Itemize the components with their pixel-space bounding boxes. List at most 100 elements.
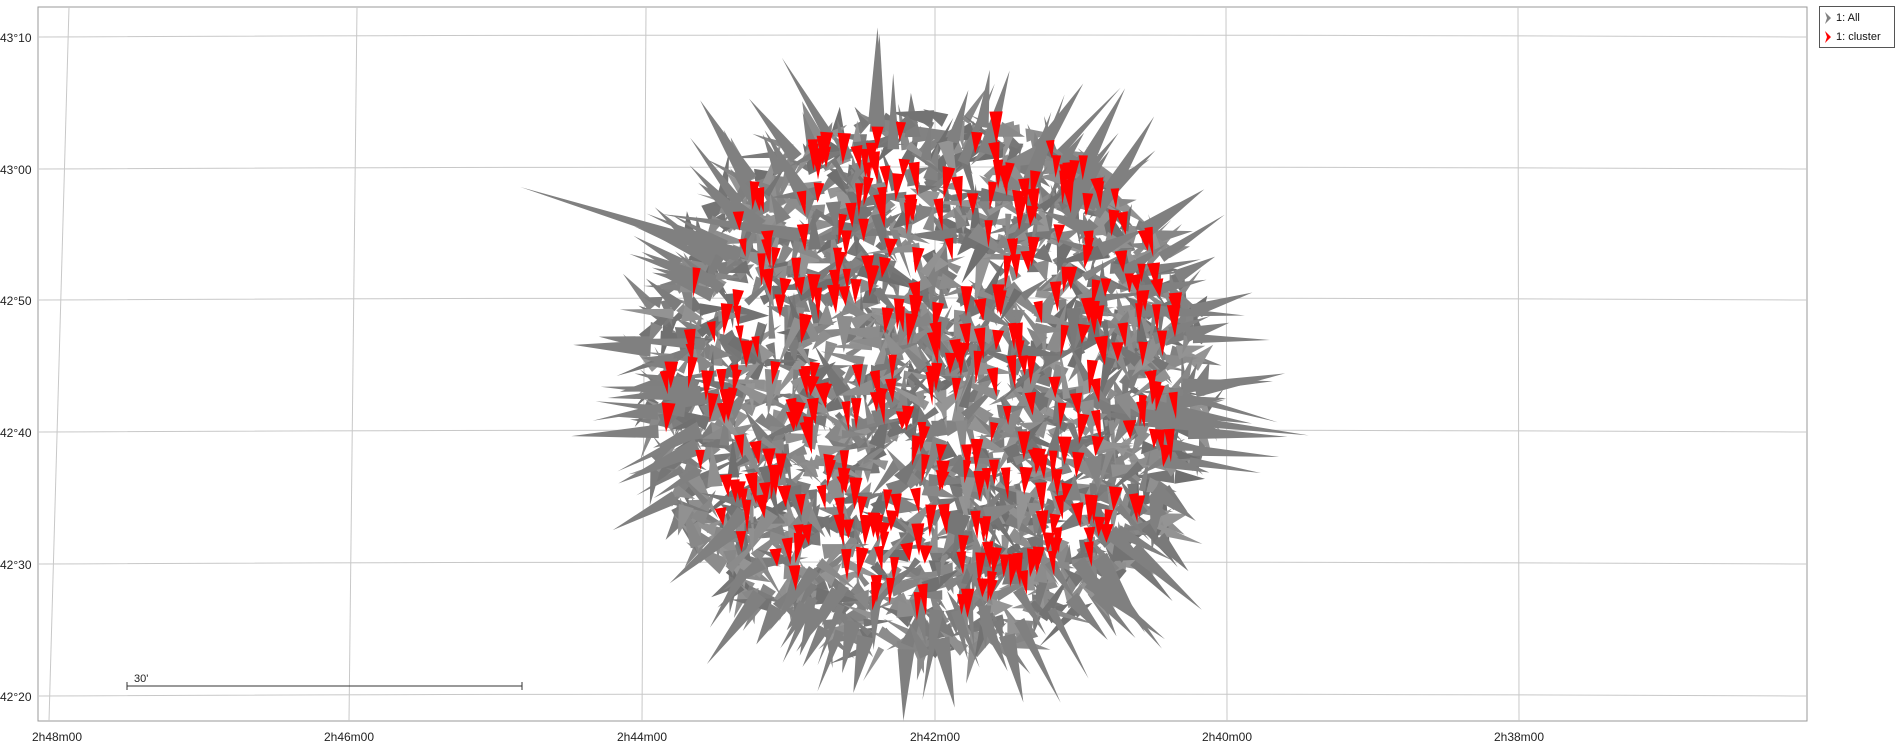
- all-source-marker: [927, 520, 938, 553]
- all-source-marker: [987, 201, 1013, 216]
- cluster-source-marker: [1136, 291, 1145, 316]
- all-source-marker: [764, 368, 780, 417]
- cluster-source-marker: [938, 503, 950, 535]
- all-source-marker: [1118, 198, 1137, 208]
- all-source-marker: [961, 85, 989, 124]
- all-source-marker: [1095, 397, 1112, 421]
- cluster-source-marker: [1019, 466, 1033, 495]
- all-source-marker: [653, 421, 704, 448]
- ra-tick-label: 2h38m00: [1494, 730, 1544, 744]
- cluster-source-marker: [1082, 244, 1094, 269]
- all-source-marker: [668, 496, 712, 514]
- all-source-marker: [1134, 303, 1245, 317]
- ra-tick-labels: 2h48m00 2h46m00 2h44m00 2h42m00 2h40m00 …: [32, 730, 1544, 744]
- all-source-marker: [957, 83, 995, 165]
- cluster-source-marker: [1017, 431, 1031, 460]
- cluster-source-marker: [661, 402, 676, 433]
- all-source-marker: [871, 212, 888, 261]
- all-source-marker: [1056, 132, 1085, 169]
- all-source-marker: [690, 490, 716, 525]
- lat-tick-label: 42°40: [0, 426, 32, 440]
- all-source-marker: [1032, 243, 1053, 263]
- all-source-marker: [853, 634, 875, 693]
- cluster-source-marker: [874, 545, 884, 571]
- all-source-marker: [1138, 189, 1205, 239]
- all-source-marker: [950, 377, 1001, 401]
- all-source-marker: [938, 273, 963, 290]
- all-source-marker: [901, 566, 922, 578]
- cluster-source-marker: [728, 387, 738, 421]
- cluster-source-marker: [1077, 413, 1090, 445]
- grid-line: [38, 34, 1807, 38]
- all-source-marker: [934, 332, 962, 373]
- cluster-source-marker: [987, 570, 997, 603]
- all-source-marker: [742, 507, 778, 558]
- all-source-marker: [790, 453, 823, 485]
- cluster-source-marker: [912, 435, 923, 466]
- grid-line: [1225, 7, 1228, 721]
- all-source-marker: [818, 302, 834, 325]
- cluster-source-marker: [767, 464, 781, 496]
- all-source-marker: [749, 98, 802, 163]
- all-source-marker: [1006, 382, 1046, 427]
- cluster-source-marker: [900, 542, 914, 562]
- all-source-marker: [777, 317, 805, 367]
- cluster-source-marker: [1060, 324, 1069, 358]
- all-source-marker: [1065, 473, 1082, 501]
- cluster-source-marker: [895, 121, 906, 141]
- all-source-marker: [791, 467, 807, 484]
- all-source-marker: [782, 595, 818, 663]
- all-source-marker: [835, 379, 875, 396]
- all-source-marker: [1130, 469, 1175, 484]
- all-source-marker: [853, 589, 869, 611]
- cluster-source-marker: [841, 549, 852, 581]
- cluster-source-marker: [954, 342, 967, 377]
- cluster-source-marker: [687, 356, 698, 389]
- cluster-source-marker: [1030, 170, 1041, 201]
- cluster-source-marker: [738, 238, 747, 257]
- all-source-marker: [808, 211, 822, 250]
- all-source-marker: [1026, 327, 1047, 348]
- all-source-marker: [781, 57, 835, 142]
- all-source-marker: [882, 328, 904, 358]
- all-source-marker: [814, 230, 845, 255]
- all-source-marker: [1026, 94, 1065, 188]
- legend-item-all: 1: All: [1824, 10, 1860, 26]
- all-source-marker: [1007, 612, 1023, 637]
- all-source-marker: [887, 73, 900, 150]
- cluster-source-marker: [908, 161, 920, 196]
- all-source-marker: [1084, 365, 1125, 411]
- cluster-source-marker: [1035, 510, 1049, 539]
- all-source-marker: [744, 270, 784, 306]
- all-source-marker: [984, 484, 1015, 527]
- cluster-source-marker: [881, 307, 894, 334]
- cluster-source-marker: [970, 510, 981, 540]
- all-source-marker: [1026, 502, 1050, 517]
- all-source-marker: [1032, 259, 1049, 283]
- all-source-marker: [965, 561, 985, 607]
- all-source-marker: [677, 503, 694, 536]
- all-source-marker: [675, 251, 725, 294]
- all-source-marker: [922, 205, 934, 232]
- all-source-marker: [714, 272, 743, 281]
- all-source-marker: [799, 388, 825, 407]
- all-source-marker: [633, 235, 683, 267]
- cluster-source-marker: [692, 267, 701, 298]
- cluster-source-marker: [1084, 541, 1094, 567]
- all-source-marker: [907, 372, 943, 404]
- all-source-marker: [1174, 469, 1205, 484]
- all-source-marker: [1014, 618, 1061, 703]
- cluster-source-marker: [1089, 495, 1098, 524]
- cluster-source-marker: [771, 246, 781, 270]
- all-source-marker: [1046, 417, 1060, 458]
- grid-line: [1517, 7, 1520, 721]
- cluster-source-marker: [796, 190, 807, 217]
- cluster-source-marker: [904, 194, 917, 221]
- cluster-source-marker: [1108, 486, 1123, 512]
- cluster-source-marker: [935, 443, 947, 463]
- all-source-marker: [818, 562, 842, 587]
- all-source-marker: [758, 342, 775, 363]
- cluster-source-marker: [1033, 300, 1043, 324]
- all-source-marker: [1139, 408, 1309, 436]
- all-source-marker: [970, 148, 987, 166]
